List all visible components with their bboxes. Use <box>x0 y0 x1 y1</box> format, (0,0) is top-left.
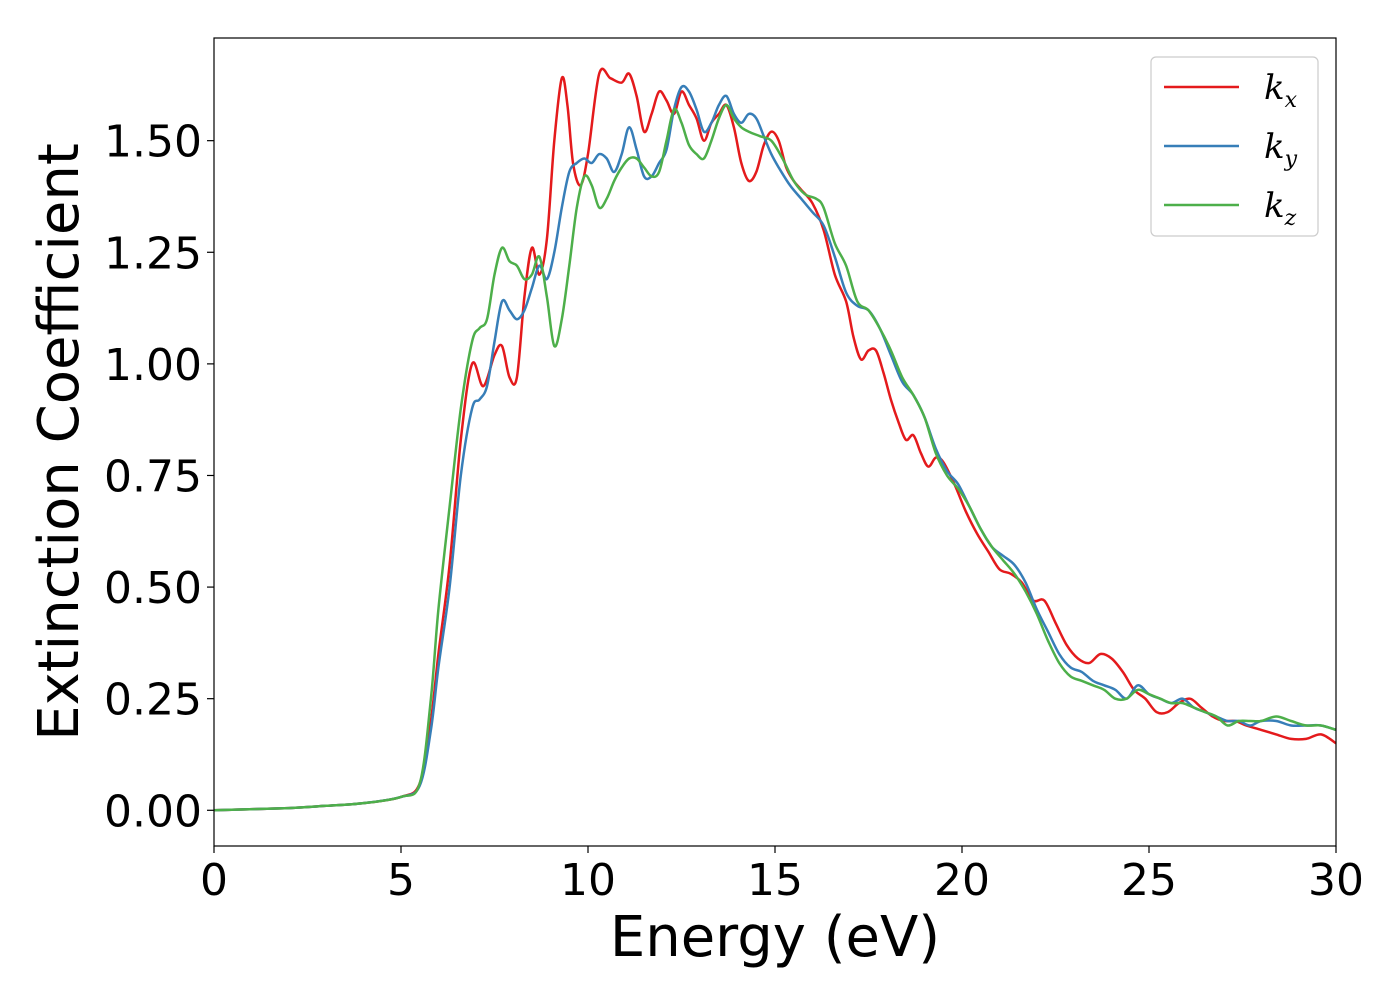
y-tick-label: 1.00 <box>104 340 202 391</box>
legend-label-base: k <box>1264 68 1285 108</box>
y-tick-label: 1.50 <box>104 117 202 168</box>
series-line-k_z <box>213 103 1337 812</box>
series-layer <box>213 67 1337 812</box>
legend-label-k_x: kx <box>1264 68 1298 113</box>
x-tick-label: 25 <box>1121 855 1177 906</box>
x-tick-label: 15 <box>747 855 803 906</box>
plot-frame <box>213 37 1337 847</box>
legend-label-subscript: x <box>1285 88 1298 113</box>
legend-label-base: k <box>1264 127 1285 167</box>
tick-layer: 0 5 10 15 20 25 30 0.00 0.25 0.50 0.75 1.00 1.25 1.50 <box>104 117 1364 906</box>
x-tick-label: 0 <box>200 855 228 906</box>
y-tick-label: 0.75 <box>104 451 202 502</box>
y-tick-label: 0.00 <box>104 786 202 837</box>
y-tick-label: 0.25 <box>104 675 202 726</box>
x-tick-label: 10 <box>560 855 616 906</box>
legend-label-base: k <box>1264 186 1285 226</box>
legend-label-k_z: kz <box>1264 186 1297 231</box>
legend-label-k_y: ky <box>1264 127 1298 172</box>
y-tick-label: 1.25 <box>104 228 202 279</box>
y-tick-label: 0.50 <box>104 563 202 614</box>
x-tick-label: 30 <box>1308 855 1364 906</box>
x-tick-label: 5 <box>387 855 415 906</box>
legend-label-subscript: y <box>1284 147 1298 172</box>
x-tick-label: 20 <box>934 855 990 906</box>
y-axis-label: Extinction Coefficient <box>27 143 92 741</box>
x-axis-label: Energy (eV) <box>610 905 940 970</box>
legend-label-subscript: z <box>1284 206 1297 231</box>
